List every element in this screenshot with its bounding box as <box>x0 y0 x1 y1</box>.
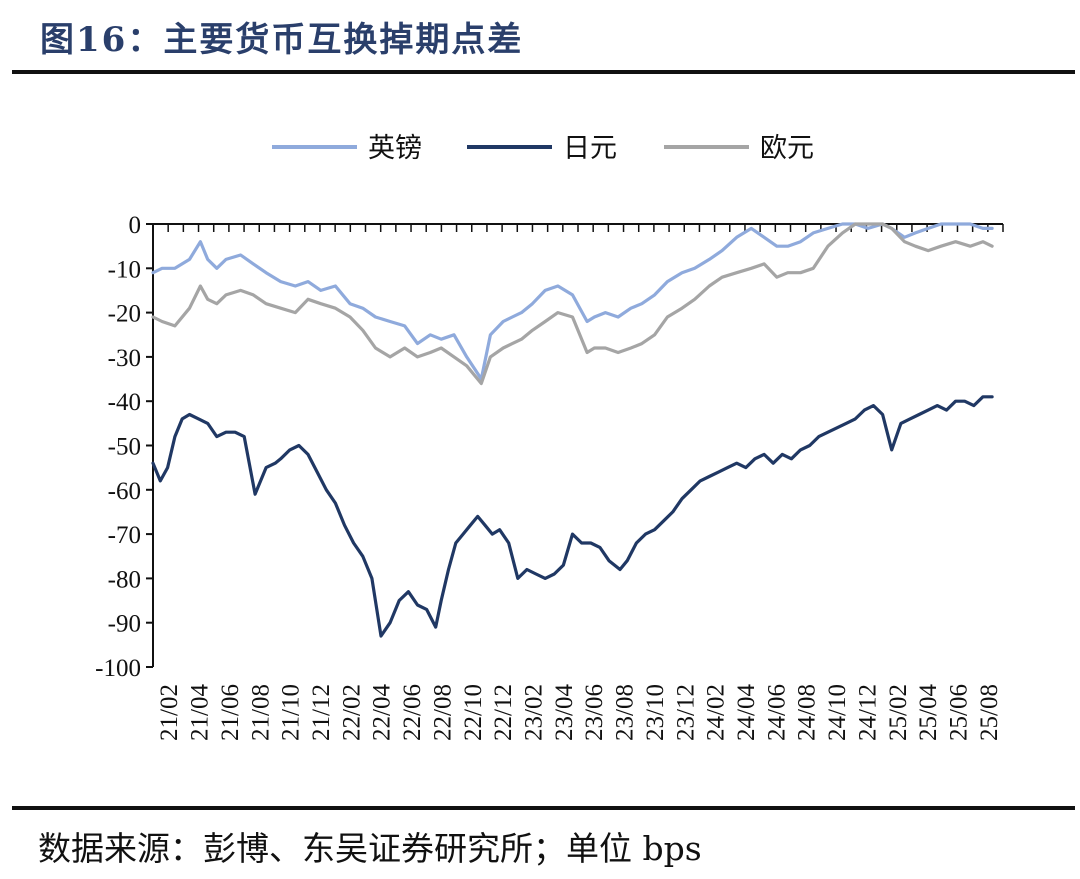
y-tick-label: -30 <box>108 345 141 372</box>
x-tick-label: 23/08 <box>612 684 639 741</box>
x-tick-label: 21/10 <box>278 684 305 741</box>
x-tick-label: 25/02 <box>885 684 912 741</box>
y-tick-label: -100 <box>95 655 141 682</box>
x-tick-label: 23/02 <box>520 684 547 741</box>
legend-label-2: 日元 <box>563 133 617 164</box>
x-tick-label: 24/08 <box>794 684 821 741</box>
x-tick-label: 23/06 <box>581 684 608 741</box>
series-line-3 <box>151 222 994 386</box>
top-rule <box>12 70 1075 74</box>
x-tick-label: 22/12 <box>490 684 517 741</box>
x-tick-label: 21/04 <box>187 684 214 741</box>
bottom-rule <box>12 806 1075 810</box>
x-tick-label: 24/10 <box>824 684 851 741</box>
x-tick-label: 24/06 <box>763 684 790 741</box>
x-tick-label: 22/10 <box>460 684 487 741</box>
x-tick-label: 25/06 <box>945 684 972 741</box>
y-tick-label: -50 <box>108 434 141 461</box>
x-tick-label: 22/02 <box>338 684 365 741</box>
legend: 英镑 日元 欧元 <box>272 133 814 164</box>
series-line-2 <box>151 395 994 638</box>
x-tick-label: 23/12 <box>672 684 699 741</box>
x-tick-label: 23/10 <box>642 684 669 741</box>
x-tick-label: 22/06 <box>399 684 426 741</box>
series-lines <box>151 222 994 638</box>
legend-label-1: 英镑 <box>368 133 422 164</box>
y-tick-label: -60 <box>108 478 141 505</box>
chart-title: 图16：主要货币互换掉期点差 <box>40 20 524 60</box>
x-tick-label: 21/12 <box>308 684 335 741</box>
legend-label-3: 欧元 <box>760 133 814 164</box>
x-tick-label: 22/04 <box>369 684 396 741</box>
x-tick-label: 24/12 <box>854 684 881 741</box>
y-tick-label: 0 <box>129 212 142 239</box>
x-tick-label: 22/08 <box>429 684 456 741</box>
y-tick-label: -80 <box>108 566 141 593</box>
y-tick-label: -70 <box>108 522 141 549</box>
x-tick-label: 23/04 <box>551 684 578 741</box>
x-tick-label: 24/02 <box>703 684 730 741</box>
source-note: 数据来源：彭博、东吴证券研究所；单位 bps <box>38 829 702 868</box>
y-tick-label: -90 <box>108 611 141 638</box>
x-tick-label: 21/08 <box>247 684 274 741</box>
x-tick-label: 24/04 <box>733 684 760 741</box>
x-tick-label: 25/08 <box>976 684 1003 741</box>
x-tick-label: 21/02 <box>156 684 183 741</box>
y-tick-label: -10 <box>108 256 141 283</box>
x-tick-label: 25/04 <box>915 684 942 741</box>
y-tick-label: -40 <box>108 389 141 416</box>
y-tick-label: -20 <box>108 301 141 328</box>
x-tick-label: 21/06 <box>217 684 244 741</box>
series-line-1 <box>151 222 994 381</box>
